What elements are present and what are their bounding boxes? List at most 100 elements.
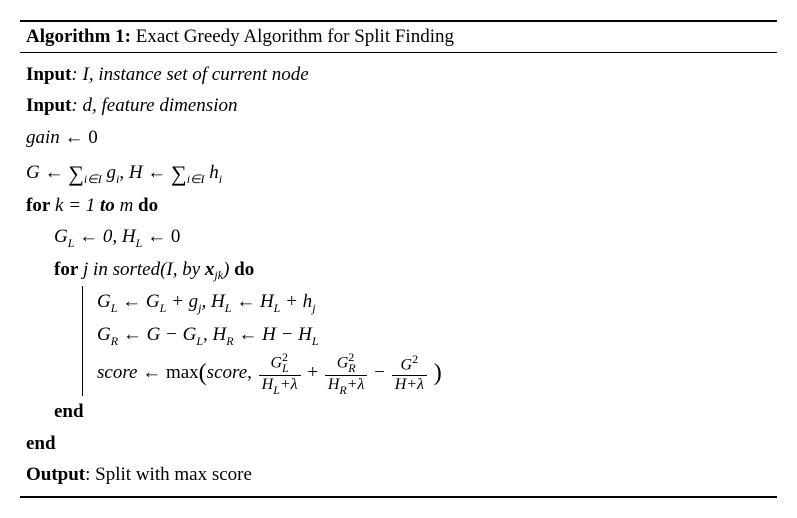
sum-symbol: ∑ [68,161,84,186]
t: ← H [231,291,273,312]
for-outer-line: for k = 1 to m do [26,190,771,221]
end-outer: end [26,428,771,459]
for-keyword: for [26,195,50,216]
frac-1: G2L HL+λ [259,351,301,396]
sum-sub: i∈I [84,172,102,186]
output-keyword: Output [26,464,85,485]
t: + h [280,291,312,312]
GL-HL-update-line: GL ← GL + gj, HL ← HL + hj [97,286,442,319]
score-update-line: score ← max(score, G2L HL+λ + G2R HR+λ − [97,351,442,396]
algorithm-box: Algorithm 1: Exact Greedy Algorithm for … [20,20,777,498]
input-2-text: : d, feature dimension [71,95,237,116]
input-1-text: : I, instance set of current node [71,64,308,85]
inner-loop-block: GL ← GL + gj, HL ← HL + hj GR ← G − GL, … [26,286,771,396]
frac-2: G2R HR+λ [325,351,368,396]
minus: − [374,362,389,383]
t: G [97,291,111,312]
r: +λ [280,376,298,393]
t: ← H − H [234,324,312,345]
algo-title-line: Algorithm 1: Exact Greedy Algorithm for … [20,22,777,52]
t: G [97,324,111,345]
s: L [282,361,289,375]
input-keyword: Input [26,95,71,116]
for-keyword: for [54,259,78,280]
open-paren: ( [199,360,207,386]
t: ← G − G [118,324,196,345]
input-line-1: Input: I, instance set of current node [26,59,771,90]
g-sub: i [116,172,119,186]
d: H+λ [395,376,424,393]
end-keyword: end [26,428,56,459]
s: R [111,334,118,348]
s: L [312,334,319,348]
s: L [160,301,167,315]
sum-symbol: ∑ [171,161,187,186]
h-sub: i [219,172,222,186]
close-paren: ) [434,360,442,386]
do-keyword: do [234,259,254,280]
frac-3: G2 H+λ [392,353,427,394]
HL-sub: L [136,236,143,250]
s: L [111,301,118,315]
s: L [196,334,203,348]
comma: , [247,362,257,383]
n: G [270,355,282,372]
p: 2 [412,352,418,366]
algo-number: Algorithm 1: [26,26,131,47]
s: j [198,301,201,315]
for-cond2: m [115,195,138,216]
output-line: Output: Split with max score [26,459,771,490]
s: j [312,301,315,315]
GL-sub: L [68,236,75,250]
arrow-max: ← max [137,362,198,383]
n: G [401,357,413,374]
t: , H [202,291,225,312]
s: L [274,301,281,315]
s: L [273,383,280,397]
x-sub: jk [214,268,223,282]
sum-sub: i∈I [187,172,205,186]
g-term: g [102,162,116,183]
gain-assign: ← 0 [60,127,98,148]
to-keyword: to [100,195,115,216]
d: H [262,376,274,393]
GL-HL-init-line: GL ← 0, HL ← 0 [26,221,771,254]
j-var: j [78,259,93,280]
G-assign: G ← [26,162,68,183]
rule-bottom [20,496,777,498]
do-keyword: do [138,195,158,216]
mid: ← 0, H [74,226,135,247]
close-paren: ) [223,259,234,280]
output-text: : Split with max score [85,464,252,485]
GR-HR-update-line: GR ← G − GL, HR ← H − HL [97,319,442,352]
t: , H [203,324,226,345]
input-line-2: Input: d, feature dimension [26,90,771,121]
gain-var: gain [26,127,60,148]
loop-vbar: GL ← GL + gj, HL ← HL + hj GR ← G − GL, … [82,286,442,396]
end: ← 0 [142,226,180,247]
s: R [348,361,355,375]
plus: + [307,362,322,383]
r: +λ [347,376,365,393]
algo-body: Input: I, instance set of current node I… [20,53,777,496]
t: ← G [117,291,159,312]
x-bold: x [205,259,215,280]
input-keyword: Input [26,64,71,85]
n: G [337,355,349,372]
algo-title-text: Exact Greedy Algorithm for Split Finding [131,26,454,47]
GL-var: G [54,226,68,247]
for-cond: k = 1 [50,195,100,216]
sorted-call: sorted(I, by [108,259,205,280]
h-term: h [205,162,219,183]
end-inner: end [26,396,771,427]
s: R [339,383,346,397]
gain-init-line: gain ← 0 [26,122,771,153]
GH-init-line: G ← ∑i∈I gi, H ← ∑i∈I hi [26,153,771,190]
s: L [225,301,232,315]
score-var: score [97,362,137,383]
in-keyword: in [93,259,108,280]
s: R [226,334,233,348]
t: + g [166,291,198,312]
for-inner-line: for j in sorted(I, by xjk) do [26,254,771,287]
score-arg: score [207,362,247,383]
